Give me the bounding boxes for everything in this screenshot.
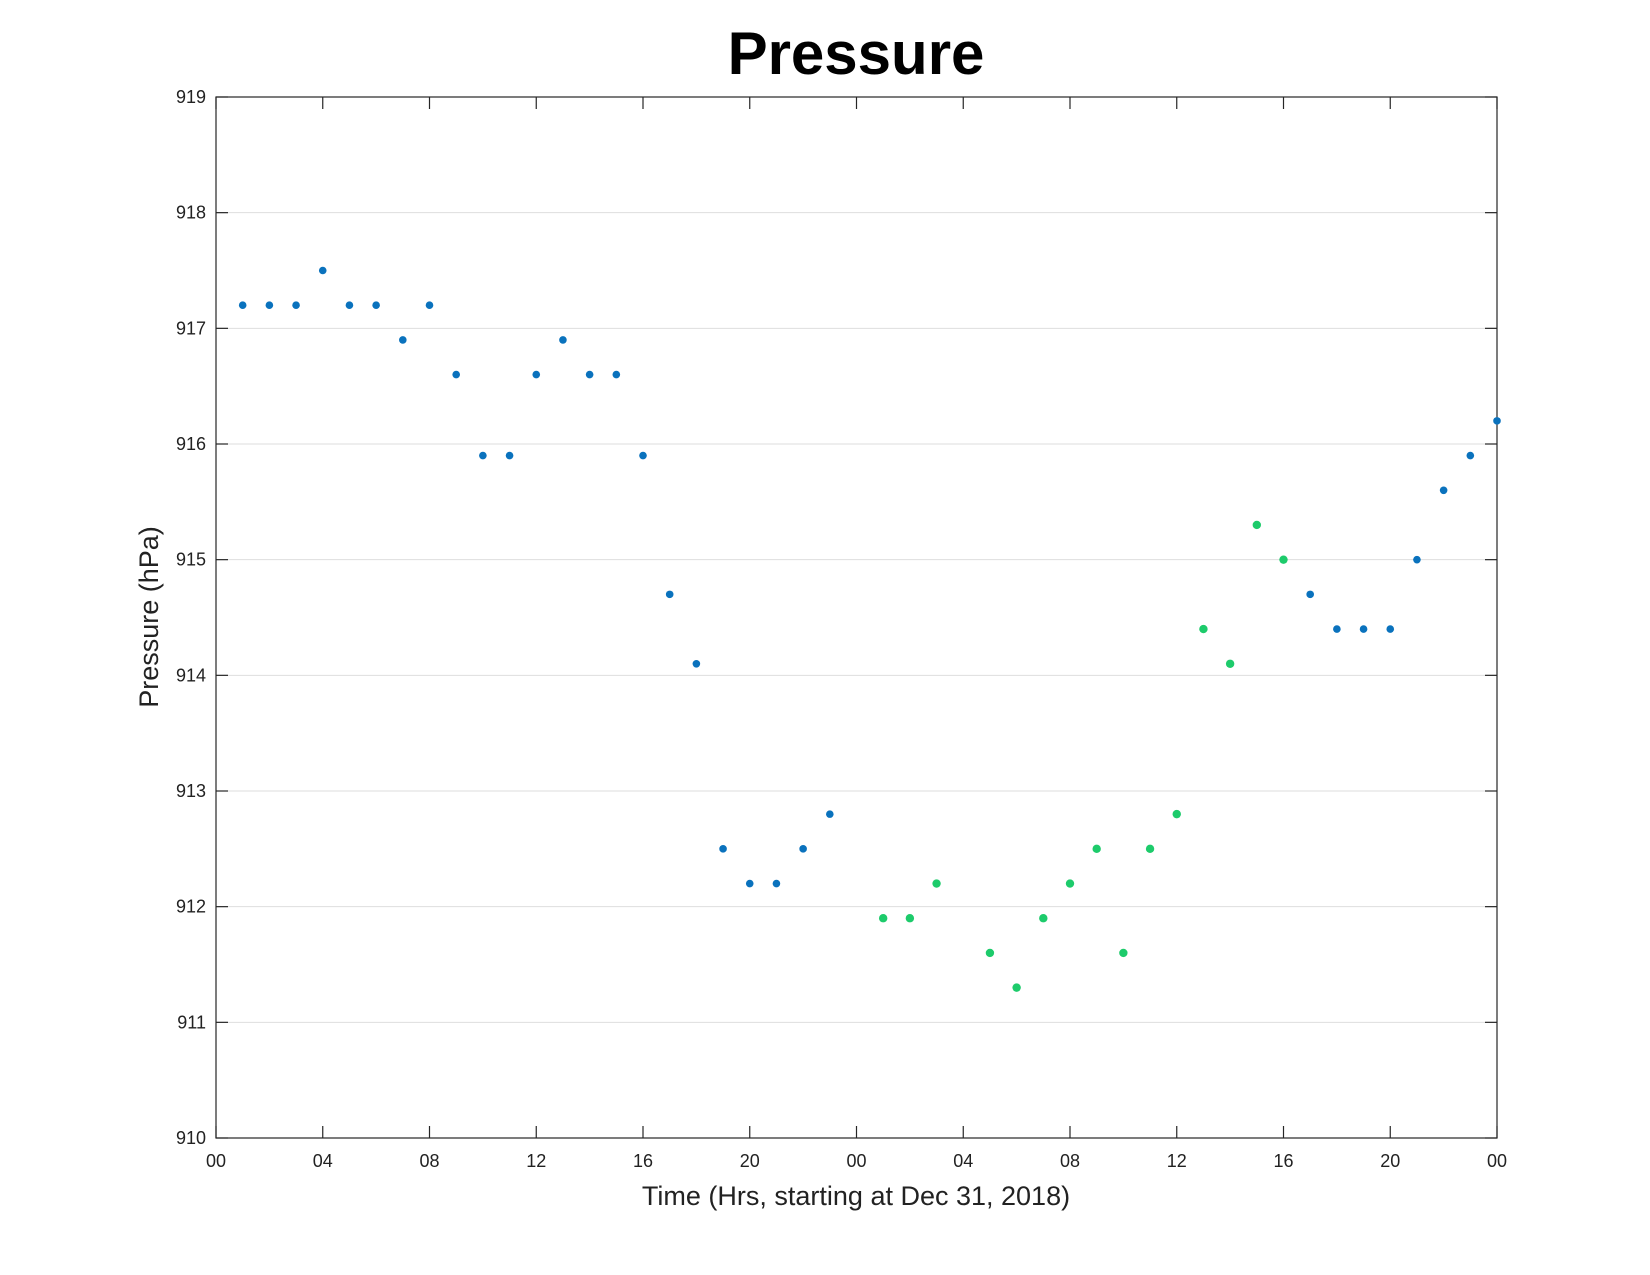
x-tick-label: 12 [526, 1151, 546, 1171]
x-tick-label: 12 [1167, 1151, 1187, 1171]
y-tick-label: 913 [176, 781, 206, 801]
data-point [265, 301, 274, 310]
x-tick-label: 20 [1380, 1151, 1400, 1171]
x-axis-label: Time (Hrs, starting at Dec 31, 2018) [642, 1181, 1070, 1211]
data-point [878, 914, 888, 923]
gridlines [216, 96, 1497, 1139]
x-tick-label: 04 [953, 1151, 973, 1171]
data-point [1306, 590, 1314, 599]
data-point [905, 914, 915, 923]
y-tick-label: 912 [176, 897, 206, 917]
x-tick-label: 08 [419, 1151, 439, 1171]
x-tick-label: 00 [846, 1151, 866, 1171]
data-point [1386, 625, 1395, 633]
axis-ticks [215, 96, 1498, 1139]
data-point [585, 370, 594, 379]
y-tick-label: 918 [176, 203, 206, 223]
y-tick-label: 910 [176, 1128, 206, 1148]
data-point [292, 301, 300, 310]
data-point [1439, 486, 1448, 495]
x-tick-label: 00 [206, 1151, 226, 1171]
data-point [745, 879, 754, 888]
x-tick-label: 16 [1273, 1151, 1293, 1171]
data-point [719, 845, 727, 853]
data-point [985, 948, 995, 958]
data-point [1252, 520, 1262, 530]
data-point [425, 301, 434, 310]
data-point [799, 845, 807, 853]
data-point [452, 370, 460, 379]
y-tick-label: 915 [176, 550, 206, 570]
y-tick-label: 919 [176, 87, 206, 107]
data-point [532, 370, 541, 379]
data-point [318, 266, 327, 275]
x-tick-label: 08 [1060, 1151, 1080, 1171]
data-point [1279, 555, 1288, 564]
data-point [1493, 417, 1501, 425]
data-point [559, 336, 567, 344]
y-tick-label: 916 [176, 434, 206, 454]
data-point [1065, 879, 1075, 888]
data-point [826, 810, 834, 818]
y-axis-label: Pressure (hPa) [134, 526, 164, 708]
data-point [1333, 625, 1341, 633]
chart-title: Pressure [728, 20, 985, 87]
data-point [372, 301, 380, 310]
data-point [1199, 624, 1208, 634]
data-point [1172, 809, 1181, 819]
data-points [238, 266, 1501, 992]
data-point [665, 590, 674, 599]
data-point [772, 879, 781, 888]
x-tick-label: 04 [313, 1151, 333, 1171]
data-point [345, 301, 354, 310]
data-point [1225, 659, 1235, 668]
data-point [1012, 983, 1021, 992]
data-point [1039, 914, 1048, 923]
data-point [932, 879, 941, 888]
y-tick-label: 911 [177, 1012, 206, 1032]
data-point [639, 451, 647, 460]
plot-area-frame [215, 96, 1498, 1139]
data-point [1145, 844, 1155, 854]
data-point [505, 451, 514, 460]
data-point [1359, 625, 1368, 633]
x-tick-label: 16 [633, 1151, 653, 1171]
series-2 [878, 520, 1288, 992]
x-tick-label: 20 [740, 1151, 760, 1171]
x-tick-label: 00 [1487, 1151, 1507, 1171]
data-point [612, 370, 621, 379]
data-point [399, 336, 407, 344]
data-point [1092, 844, 1101, 854]
data-point [692, 659, 701, 668]
y-tick-label: 917 [176, 318, 206, 338]
y-tick-label: 914 [176, 665, 206, 685]
x-tick-labels: 00 04 08 12 16 20 00 04 08 12 16 20 00 [206, 1151, 1507, 1171]
data-point [479, 451, 487, 460]
y-tick-labels: 910 911 912 913 914 915 916 917 918 919 [176, 87, 206, 1148]
data-point [238, 301, 247, 310]
data-point [1413, 555, 1421, 564]
series-1 [238, 266, 1501, 888]
data-point [1119, 948, 1128, 958]
data-point [1466, 451, 1475, 460]
